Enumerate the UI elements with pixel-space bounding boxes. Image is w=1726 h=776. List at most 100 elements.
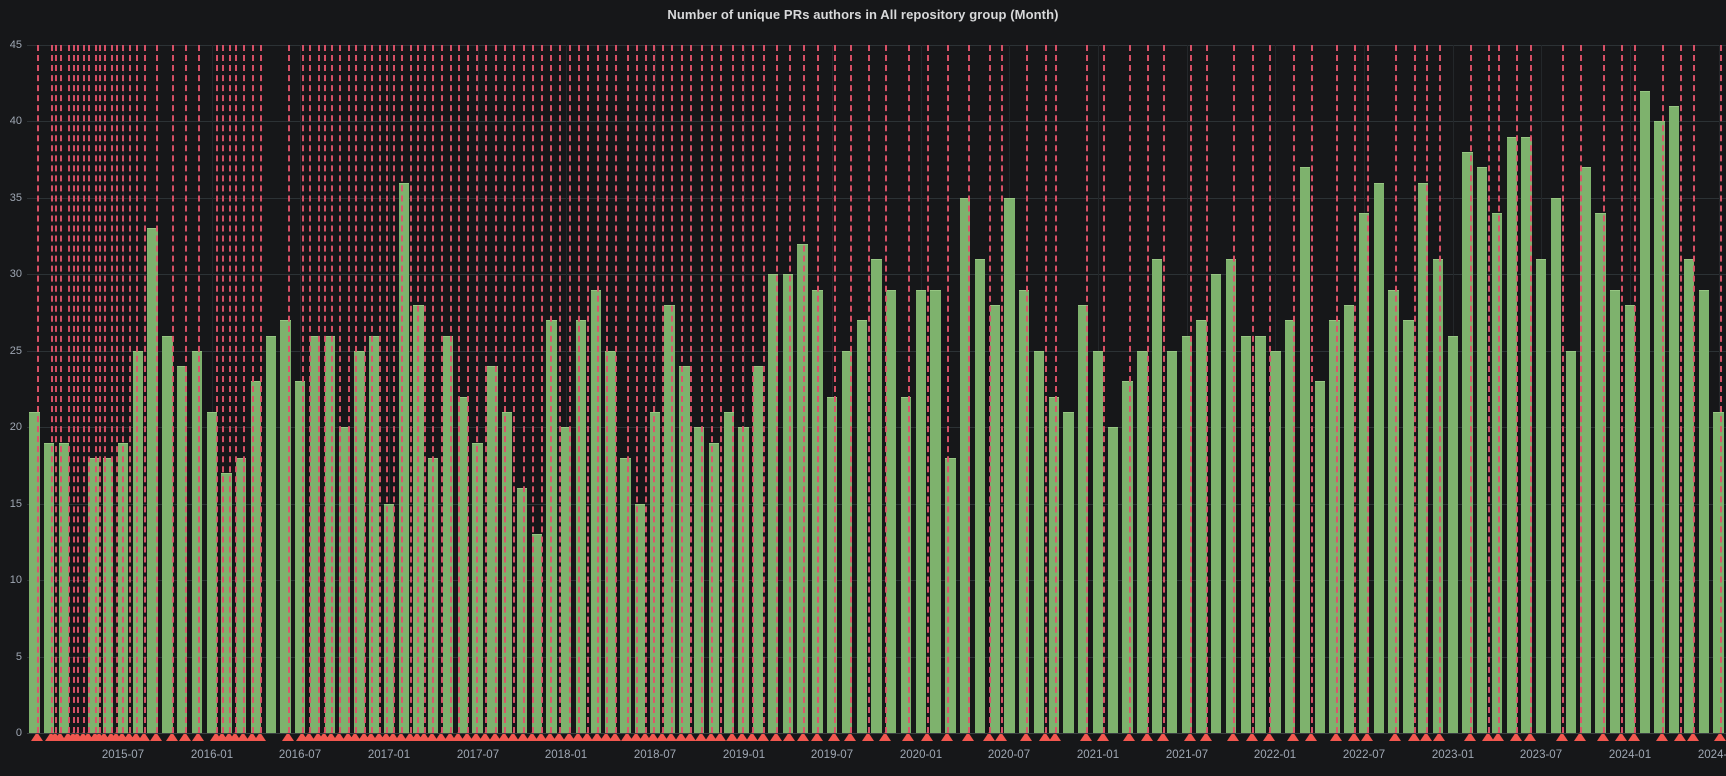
annotation-line[interactable]	[371, 45, 373, 733]
annotation-line[interactable]	[198, 45, 200, 733]
annotation-marker[interactable]	[609, 732, 621, 741]
annotation-marker[interactable]	[365, 732, 377, 741]
bar[interactable]	[989, 304, 1000, 733]
annotation-line[interactable]	[339, 45, 341, 733]
bar[interactable]	[1447, 335, 1458, 733]
annotation-marker[interactable]	[246, 732, 258, 741]
annotation-line[interactable]	[393, 45, 395, 733]
annotation-line[interactable]	[1603, 45, 1605, 733]
annotation-line[interactable]	[1055, 45, 1057, 733]
annotation-marker[interactable]	[1263, 732, 1275, 741]
bar[interactable]	[1624, 304, 1636, 733]
annotation-marker[interactable]	[1123, 732, 1135, 741]
bar[interactable]	[605, 350, 616, 733]
annotation-line[interactable]	[1045, 45, 1047, 733]
annotation-marker[interactable]	[489, 732, 501, 741]
bar[interactable]	[354, 350, 365, 733]
annotation-line[interactable]	[441, 45, 443, 733]
bar[interactable]	[501, 411, 513, 733]
annotation-line[interactable]	[1488, 45, 1490, 733]
bar[interactable]	[147, 228, 158, 733]
annotation-marker[interactable]	[879, 732, 891, 741]
annotation-line[interactable]	[1367, 45, 1369, 733]
annotation-line[interactable]	[1580, 45, 1582, 733]
annotation-marker[interactable]	[1080, 732, 1092, 741]
annotation-line[interactable]	[129, 45, 131, 733]
bar[interactable]	[1521, 136, 1532, 733]
bar[interactable]	[1639, 90, 1650, 733]
bar[interactable]	[457, 396, 468, 733]
annotation-marker[interactable]	[811, 732, 823, 741]
annotation-marker[interactable]	[138, 732, 150, 741]
annotation-marker[interactable]	[1305, 732, 1317, 741]
bar[interactable]	[945, 457, 956, 733]
annotation-marker[interactable]	[387, 732, 399, 741]
annotation-line[interactable]	[1001, 45, 1003, 733]
annotation-marker[interactable]	[296, 732, 308, 741]
annotation-line[interactable]	[458, 45, 460, 733]
bar[interactable]	[782, 274, 793, 733]
bar[interactable]	[679, 366, 690, 733]
annotation-line[interactable]	[752, 45, 754, 733]
annotation-line[interactable]	[417, 45, 419, 733]
bar[interactable]	[974, 259, 986, 733]
annotation-line[interactable]	[690, 45, 692, 733]
annotation-line[interactable]	[1233, 45, 1235, 733]
annotation-line[interactable]	[216, 45, 218, 733]
annotation-line[interactable]	[1498, 45, 1500, 733]
bar[interactable]	[1078, 304, 1089, 733]
annotation-marker[interactable]	[418, 732, 430, 741]
annotation-marker[interactable]	[1020, 732, 1032, 741]
annotation-marker[interactable]	[1433, 732, 1445, 741]
bar[interactable]	[1019, 289, 1030, 733]
bar[interactable]	[1417, 182, 1429, 733]
annotation-line[interactable]	[1269, 45, 1271, 733]
annotation-marker[interactable]	[736, 732, 748, 741]
annotation-line[interactable]	[1662, 45, 1664, 733]
annotation-marker[interactable]	[116, 732, 128, 741]
annotation-marker[interactable]	[31, 732, 43, 741]
bar[interactable]	[1004, 197, 1015, 733]
annotation-line[interactable]	[627, 45, 629, 733]
bar[interactable]	[856, 320, 867, 733]
annotation-marker[interactable]	[714, 732, 726, 741]
bar[interactable]	[1610, 289, 1621, 733]
annotation-line[interactable]	[615, 45, 617, 733]
annotation-marker[interactable]	[746, 732, 758, 741]
annotation-line[interactable]	[1562, 45, 1564, 733]
bar[interactable]	[1166, 350, 1178, 733]
annotation-line[interactable]	[1311, 45, 1313, 733]
annotation-marker[interactable]	[237, 732, 249, 741]
annotation-marker[interactable]	[1348, 732, 1360, 741]
annotation-marker[interactable]	[544, 732, 556, 741]
annotation-line[interactable]	[348, 45, 350, 733]
bar[interactable]	[1196, 320, 1207, 733]
annotation-line[interactable]	[550, 45, 552, 733]
annotation-marker[interactable]	[862, 732, 874, 741]
annotation-marker[interactable]	[507, 732, 519, 741]
annotation-line[interactable]	[235, 45, 237, 733]
annotation-line[interactable]	[578, 45, 580, 733]
annotation-line[interactable]	[701, 45, 703, 733]
annotation-marker[interactable]	[572, 732, 584, 741]
bar[interactable]	[634, 503, 646, 733]
bar[interactable]	[250, 381, 262, 733]
annotation-line[interactable]	[504, 45, 506, 733]
annotation-line[interactable]	[1395, 45, 1397, 733]
annotation-marker[interactable]	[470, 732, 482, 741]
bar[interactable]	[915, 289, 926, 733]
bar[interactable]	[1536, 259, 1547, 733]
annotation-marker[interactable]	[1524, 732, 1536, 741]
bar[interactable]	[1240, 335, 1251, 733]
annotation-marker[interactable]	[581, 732, 593, 741]
annotation-marker[interactable]	[1287, 732, 1299, 741]
annotation-marker[interactable]	[179, 732, 191, 741]
annotation-line[interactable]	[597, 45, 599, 733]
bar[interactable]	[221, 473, 232, 733]
annotation-line[interactable]	[467, 45, 469, 733]
bar[interactable]	[590, 289, 601, 733]
annotation-line[interactable]	[868, 45, 870, 733]
annotation-line[interactable]	[1426, 45, 1428, 733]
annotation-marker[interactable]	[1049, 732, 1061, 741]
bar[interactable]	[797, 243, 808, 733]
